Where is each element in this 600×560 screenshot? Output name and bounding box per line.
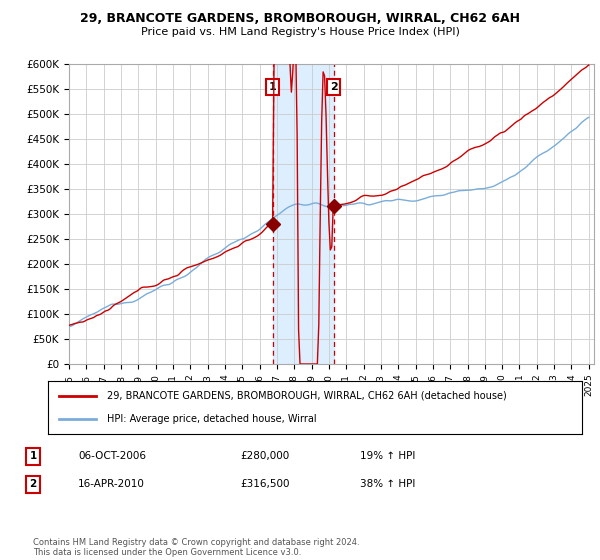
Text: 19% ↑ HPI: 19% ↑ HPI	[360, 451, 415, 461]
Text: 1: 1	[269, 82, 277, 92]
Text: 29, BRANCOTE GARDENS, BROMBOROUGH, WIRRAL, CH62 6AH (detached house): 29, BRANCOTE GARDENS, BROMBOROUGH, WIRRA…	[107, 391, 506, 401]
Text: 06-OCT-2006: 06-OCT-2006	[78, 451, 146, 461]
Text: 2: 2	[29, 479, 37, 489]
Text: 29, BRANCOTE GARDENS, BROMBOROUGH, WIRRAL, CH62 6AH: 29, BRANCOTE GARDENS, BROMBOROUGH, WIRRA…	[80, 12, 520, 25]
Text: 2: 2	[330, 82, 338, 92]
Text: 38% ↑ HPI: 38% ↑ HPI	[360, 479, 415, 489]
Text: HPI: Average price, detached house, Wirral: HPI: Average price, detached house, Wirr…	[107, 414, 316, 424]
Text: Price paid vs. HM Land Registry's House Price Index (HPI): Price paid vs. HM Land Registry's House …	[140, 27, 460, 38]
Text: 1: 1	[29, 451, 37, 461]
Text: £280,000: £280,000	[240, 451, 289, 461]
Text: 16-APR-2010: 16-APR-2010	[78, 479, 145, 489]
Text: £316,500: £316,500	[240, 479, 290, 489]
Text: Contains HM Land Registry data © Crown copyright and database right 2024.
This d: Contains HM Land Registry data © Crown c…	[33, 538, 359, 557]
Bar	[272, 64, 334, 364]
